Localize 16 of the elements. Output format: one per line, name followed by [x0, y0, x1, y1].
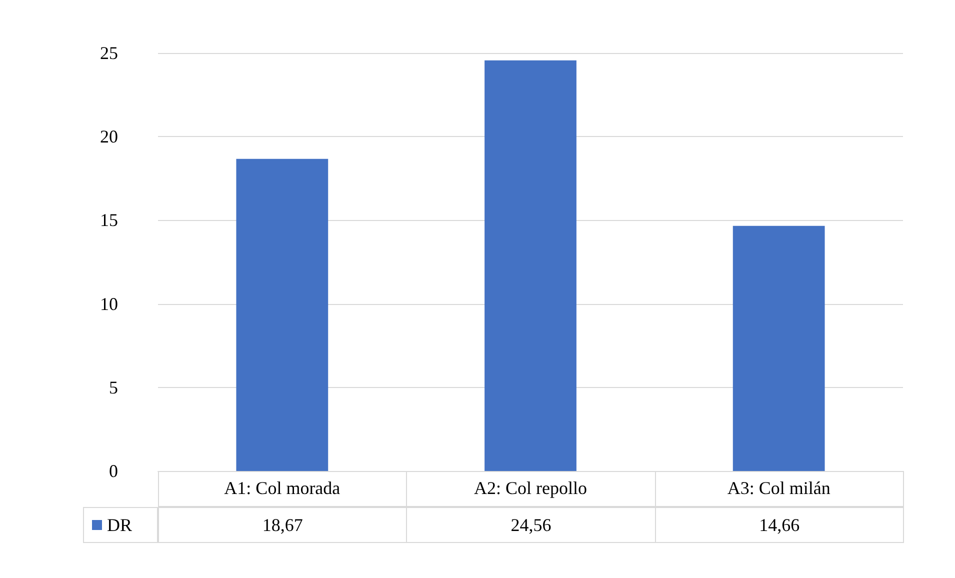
bar — [236, 158, 328, 471]
y-tick-label: 25 — [100, 43, 118, 63]
y-tick-label: 15 — [100, 210, 118, 230]
y-tick-label: 10 — [100, 294, 118, 314]
data-label: 18,67 — [158, 507, 408, 543]
x-tick-label: A2: Col repollo — [474, 478, 587, 498]
legend-label: DR — [83, 507, 158, 543]
x-tick-label: A3: Col milán — [727, 478, 830, 498]
data-label: 24,56 — [406, 507, 656, 543]
data-label: 14,66 — [654, 507, 904, 543]
y-tick-label: 20 — [100, 126, 118, 147]
y-tick-label: 0 — [109, 461, 118, 481]
y-tick-label: 5 — [109, 377, 118, 398]
x-tick-label: A1: Col morada — [224, 478, 340, 498]
bar — [732, 226, 825, 471]
bar — [484, 60, 576, 471]
